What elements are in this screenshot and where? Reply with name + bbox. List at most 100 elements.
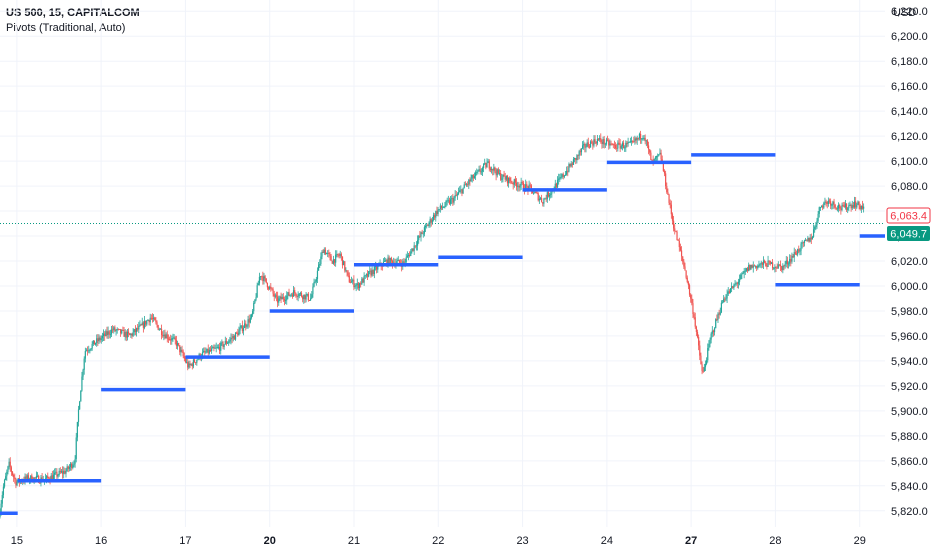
candle-body bbox=[56, 471, 58, 477]
candle-body bbox=[262, 276, 264, 282]
candle-body bbox=[641, 138, 643, 140]
x-tick-label: 16 bbox=[95, 535, 107, 547]
candle-body bbox=[179, 345, 181, 353]
indicator-title[interactable]: Pivots (Traditional, Auto) bbox=[6, 22, 126, 34]
candle-body bbox=[519, 185, 521, 188]
candle-body bbox=[538, 198, 540, 201]
candle-body bbox=[555, 183, 558, 188]
candle-body bbox=[341, 256, 344, 266]
candle-body bbox=[267, 287, 270, 289]
candle-body bbox=[500, 173, 502, 180]
candle-body bbox=[817, 213, 819, 221]
y-tick-label: 6,220.0 bbox=[891, 6, 928, 18]
candle-body bbox=[208, 349, 210, 354]
candle-body bbox=[456, 194, 459, 196]
candle-body bbox=[16, 481, 18, 486]
candle-body bbox=[234, 332, 237, 340]
candle-body bbox=[832, 201, 834, 205]
y-tick-label: 5,940.0 bbox=[891, 356, 928, 368]
candle-body bbox=[660, 152, 662, 160]
candle-body bbox=[496, 169, 498, 176]
candle-body bbox=[110, 329, 113, 335]
candle-body bbox=[120, 329, 122, 334]
candle-body bbox=[636, 137, 638, 141]
candle-body bbox=[718, 313, 720, 315]
candle-body bbox=[794, 252, 796, 254]
candle-body bbox=[845, 203, 848, 210]
candle-body bbox=[680, 250, 683, 257]
candle-body bbox=[232, 336, 234, 339]
candle-body bbox=[264, 276, 266, 279]
candle-body bbox=[699, 345, 701, 356]
candle-body bbox=[434, 215, 436, 218]
candle-body bbox=[544, 198, 546, 200]
candle-body bbox=[806, 240, 808, 242]
candle-body bbox=[82, 369, 84, 377]
candle-body bbox=[141, 322, 143, 326]
candle-body bbox=[308, 300, 311, 301]
candle-body bbox=[178, 343, 180, 346]
candle-body bbox=[635, 138, 637, 141]
candle-body bbox=[857, 201, 859, 205]
candle-body bbox=[242, 328, 245, 332]
candle-body bbox=[657, 155, 659, 157]
candle-body bbox=[337, 253, 339, 256]
candle-body bbox=[529, 184, 531, 186]
candle-body bbox=[288, 292, 290, 296]
candle-body bbox=[195, 362, 197, 364]
candle-body bbox=[530, 185, 532, 189]
candle-body bbox=[47, 475, 49, 478]
candle-body bbox=[550, 193, 552, 195]
candle-body bbox=[444, 205, 446, 208]
candle-body bbox=[432, 215, 435, 220]
candle-body bbox=[753, 265, 755, 267]
candle-body bbox=[591, 141, 593, 143]
candle-body bbox=[145, 320, 147, 325]
candle-body bbox=[165, 334, 167, 339]
candle-body bbox=[858, 201, 860, 206]
y-tick-label: 6,180.0 bbox=[891, 56, 928, 68]
candle-body bbox=[442, 207, 444, 209]
candle-body bbox=[792, 256, 794, 258]
candle-body bbox=[440, 205, 443, 208]
candle-body bbox=[734, 284, 736, 285]
candle-body bbox=[423, 227, 426, 234]
candle-body bbox=[254, 299, 256, 304]
x-tick-label: 28 bbox=[769, 535, 781, 547]
candle-body bbox=[146, 320, 148, 325]
candle-body bbox=[448, 200, 451, 204]
currency-label[interactable]: USD bbox=[893, 7, 917, 19]
candle-body bbox=[568, 164, 570, 172]
candle-body bbox=[779, 264, 782, 267]
y-tick-label: 5,880.0 bbox=[891, 431, 928, 443]
y-tick-label: 6,160.0 bbox=[891, 81, 928, 93]
candle-body bbox=[352, 279, 354, 282]
candle-body bbox=[407, 254, 410, 256]
candle-body bbox=[123, 330, 125, 337]
candle-body bbox=[297, 296, 299, 297]
candle-body bbox=[349, 282, 352, 284]
candle-body bbox=[642, 138, 644, 139]
last-price-label: 6,049.7 bbox=[890, 229, 927, 241]
candle-body bbox=[625, 142, 627, 148]
candle-body bbox=[66, 466, 68, 471]
candle-body bbox=[113, 327, 115, 331]
candle-body bbox=[713, 328, 716, 333]
candle-body bbox=[255, 297, 257, 300]
candle-body bbox=[818, 207, 820, 214]
candle-body bbox=[93, 340, 96, 345]
candle-body bbox=[114, 327, 116, 332]
candle-body bbox=[410, 251, 412, 256]
candle-body bbox=[306, 293, 308, 296]
candle-body bbox=[686, 277, 688, 283]
candle-body bbox=[570, 163, 572, 167]
candle-body bbox=[412, 248, 414, 251]
candle-body bbox=[295, 292, 297, 296]
candle-body bbox=[343, 261, 345, 266]
symbol-title[interactable]: US 500, 15, CAPITALCOM bbox=[6, 7, 140, 19]
candle-body bbox=[158, 329, 160, 331]
candle-body bbox=[646, 140, 649, 146]
candle-body bbox=[280, 296, 282, 300]
candle-body bbox=[463, 184, 465, 188]
